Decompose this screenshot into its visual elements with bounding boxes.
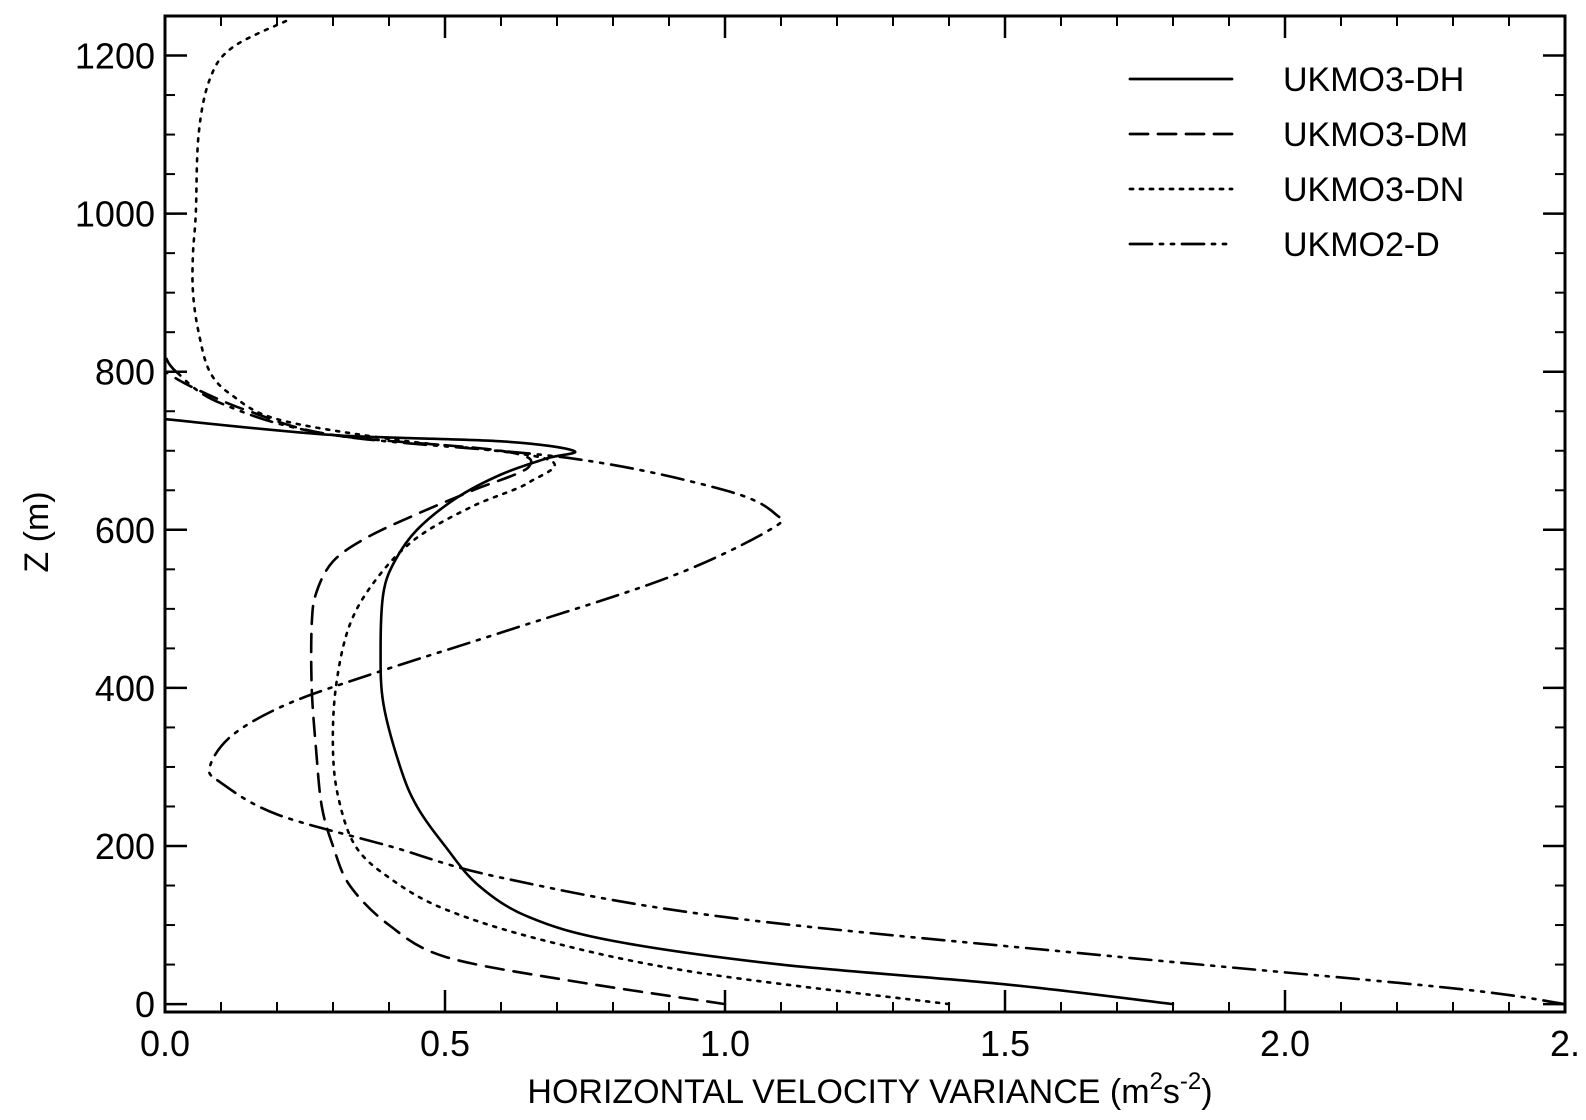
x-tick-label: 2. <box>1550 1023 1580 1064</box>
x-axis-label-end: ) <box>1201 1073 1212 1111</box>
y-tick-label: 0 <box>135 984 155 1025</box>
x-tick-label: 1.5 <box>980 1023 1030 1064</box>
y-tick-label: 200 <box>95 826 155 867</box>
legend-label: UKMO3-DN <box>1283 171 1464 209</box>
x-tick-label: 1.0 <box>700 1023 750 1064</box>
x-tick-label: 2.0 <box>1260 1023 1310 1064</box>
x-axis-label-main: HORIZONTAL VELOCITY VARIANCE (m <box>527 1073 1149 1111</box>
y-tick-label: 600 <box>95 510 155 551</box>
legend-label: UKMO2-D <box>1283 226 1440 264</box>
legend: UKMO3-DH UKMO3-DM UKMO3-DN UKMO2-D <box>1128 61 1468 264</box>
legend-label: UKMO3-DH <box>1283 61 1464 99</box>
series-line-ukmo3-dn <box>191 18 951 1006</box>
x-axis-label-mid: s <box>1163 1073 1180 1111</box>
x-tick-label: 0.5 <box>420 1023 470 1064</box>
x-axis-label-sup1: 2 <box>1150 1068 1163 1095</box>
y-tick-label: 800 <box>95 352 155 393</box>
x-axis-label-sup2: -2 <box>1180 1068 1201 1095</box>
series-line-ukmo3-dh <box>163 417 1175 1006</box>
series-line-ukmo2-d <box>163 354 1567 1006</box>
axes <box>163 14 1567 1014</box>
plot-frame <box>163 14 1567 1014</box>
x-tick-label: 0.0 <box>140 1023 190 1064</box>
x-axis-label: HORIZONTAL VELOCITY VARIANCE (m2s-2) <box>527 1068 1212 1111</box>
y-axis-label: Z (m) <box>18 491 56 572</box>
y-tick-label: 400 <box>95 668 155 709</box>
y-tick-label: 1200 <box>75 36 155 77</box>
y-tick-label: 1000 <box>75 194 155 235</box>
series-lines <box>163 18 1567 1006</box>
legend-label: UKMO3-DM <box>1283 116 1468 154</box>
